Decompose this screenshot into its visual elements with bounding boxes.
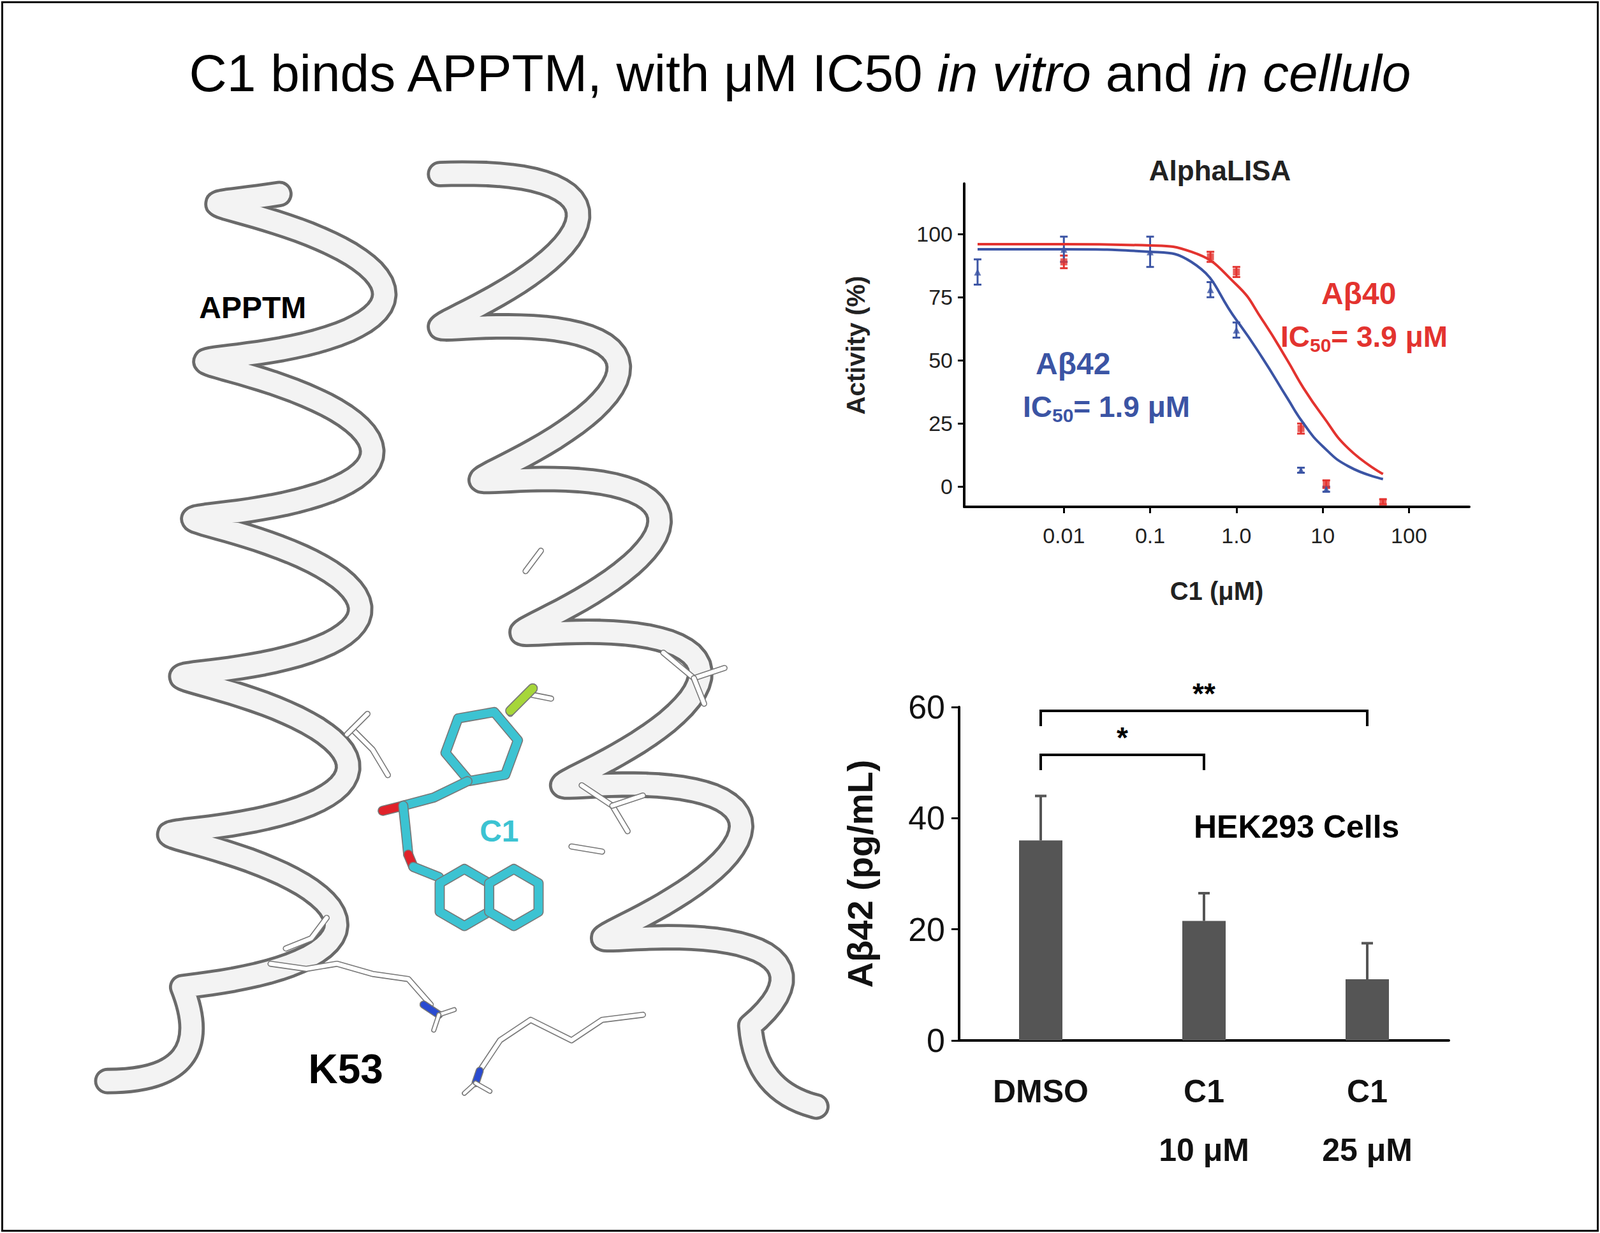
html-text:C1 binds APPTM, with μM IC50 i: C1 binds APPTM, with μM IC50 in vitro an… [189,44,1411,103]
svg-text:0: 0 [926,1022,946,1060]
svg-text:0.1: 0.1 [1135,523,1166,548]
svg-text:C1: C1 [1346,1073,1388,1110]
svg-text:APPTM: APPTM [198,290,307,325]
svg-text:**: ** [1192,677,1216,711]
svg-text:= 1.9 μM: = 1.9 μM [1073,390,1190,424]
svg-text:1.0: 1.0 [1221,523,1252,548]
svg-text:C1 (μM): C1 (μM) [1170,577,1264,606]
svg-text:10: 10 [1310,523,1335,548]
svg-text:25: 25 [928,411,953,436]
svg-text:= 3.9 μM: = 3.9 μM [1330,320,1448,354]
svg-text:50: 50 [1309,334,1331,356]
svg-text:C1: C1 [479,814,519,849]
svg-text:0.01: 0.01 [1042,523,1085,548]
svg-text:IC: IC [1280,320,1310,354]
svg-text:0: 0 [940,474,953,499]
svg-text:Aβ40: Aβ40 [1321,276,1396,311]
svg-text:100: 100 [1390,523,1428,548]
svg-text:Aβ42: Aβ42 [1035,346,1111,381]
svg-text:20: 20 [908,911,946,949]
svg-text:C1: C1 [1183,1073,1225,1110]
svg-text:Aβ42 (pg/mL): Aβ42 (pg/mL) [839,760,881,989]
svg-text:HEK293 Cells: HEK293 Cells [1193,809,1400,845]
svg-text:IC: IC [1022,390,1053,424]
svg-text:100: 100 [916,221,953,247]
svg-text:25 μM: 25 μM [1321,1132,1413,1169]
svg-text:50: 50 [1052,404,1074,426]
svg-text:10 μM: 10 μM [1158,1132,1250,1169]
svg-text:50: 50 [928,348,953,373]
svg-text:75: 75 [928,285,953,310]
svg-text:K53: K53 [308,1046,383,1093]
svg-text:*: * [1116,721,1129,755]
svg-text:40: 40 [908,799,946,837]
svg-text:Activity (%): Activity (%) [841,276,870,416]
svg-text:60: 60 [908,688,946,726]
svg-text:DMSO: DMSO [992,1073,1089,1110]
svg-text:AlphaLISA: AlphaLISA [1149,154,1291,187]
